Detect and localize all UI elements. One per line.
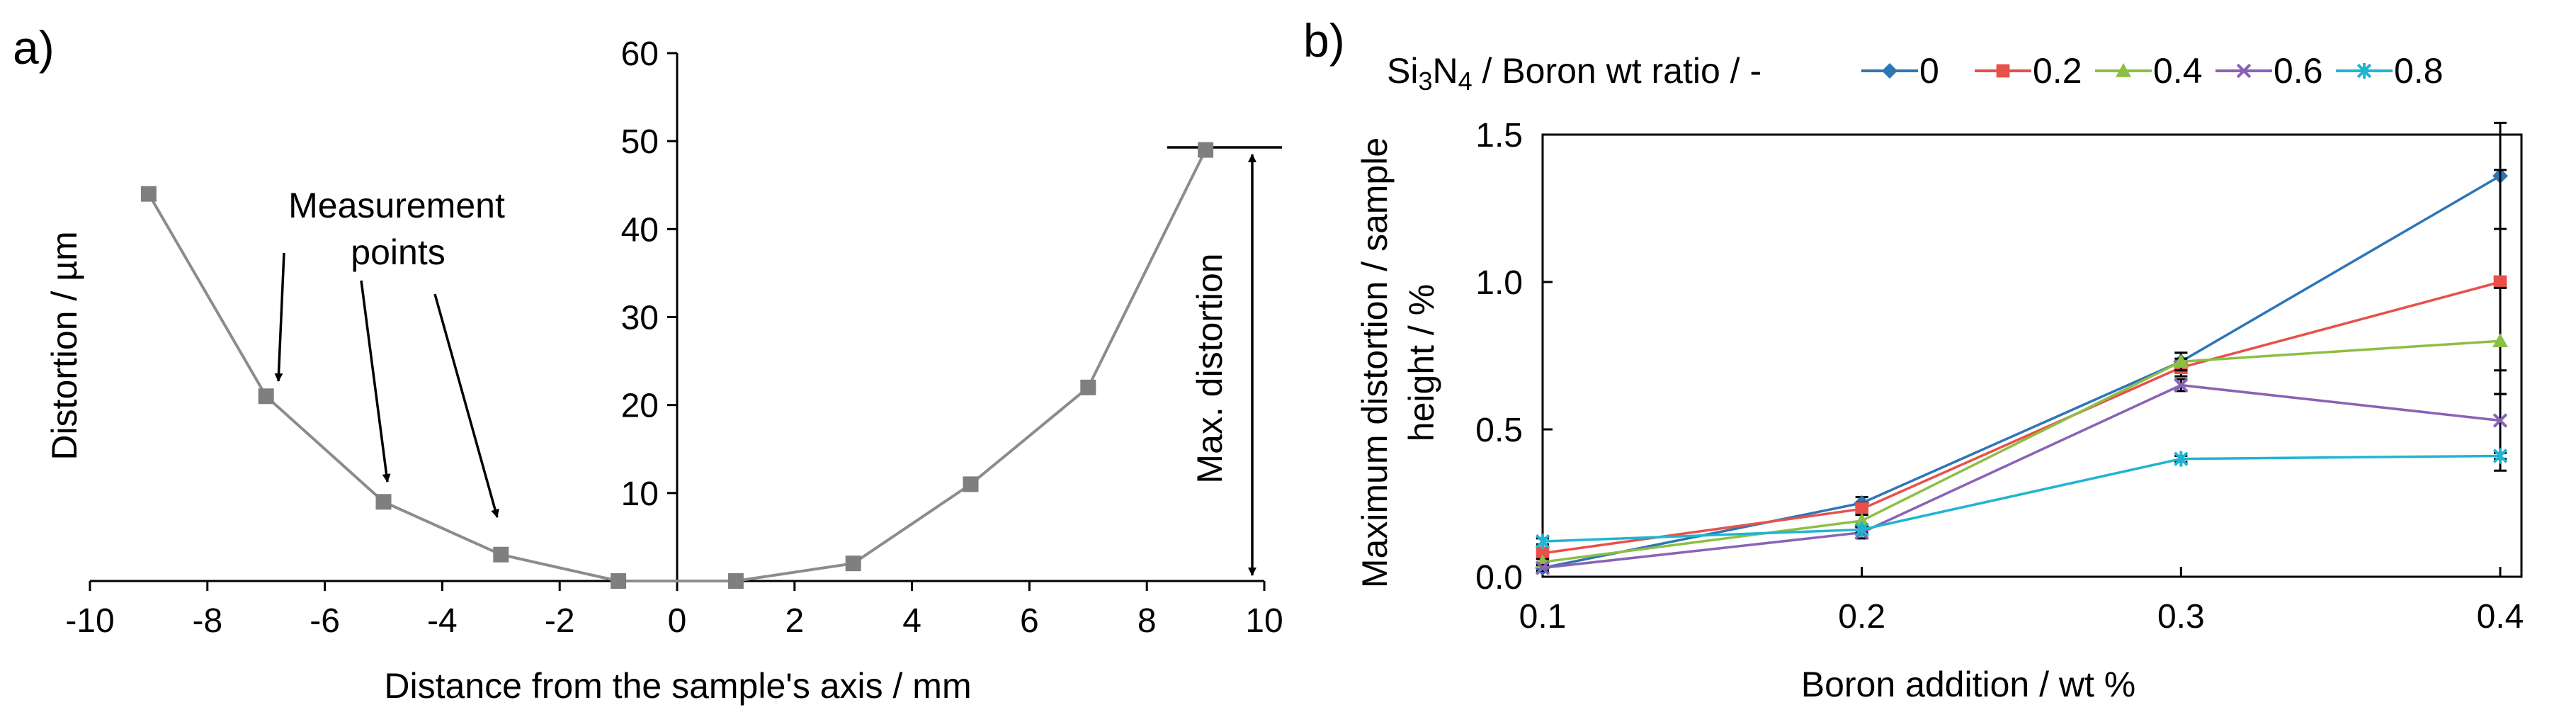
panel-a-y-axis-title: Distortion / µm bbox=[45, 231, 84, 460]
distortion-point bbox=[845, 555, 861, 572]
panel-a-label: a) bbox=[13, 21, 55, 74]
legend-title-sub-3: 3 bbox=[1418, 67, 1432, 96]
measurement-points-annotation-line1: Measurement bbox=[288, 186, 505, 225]
data-point bbox=[2174, 378, 2189, 393]
x-tick-label: 6 bbox=[1020, 602, 1039, 640]
measurement-arrow-3 bbox=[433, 293, 499, 518]
data-point bbox=[2492, 413, 2508, 428]
legend-title-n: N bbox=[1433, 51, 1458, 91]
legend-item-0.2: 0.2 bbox=[1975, 51, 2082, 91]
series-0.4 bbox=[1535, 286, 2508, 568]
x-tick-label: 0 bbox=[668, 602, 687, 640]
x-tick-label: 4 bbox=[902, 602, 921, 640]
y-tick-label: 10 bbox=[621, 475, 659, 513]
x-tick-label: 8 bbox=[1137, 602, 1157, 640]
series-line bbox=[1542, 339, 2501, 563]
data-point bbox=[2492, 333, 2508, 347]
legend-label: 0 bbox=[1919, 51, 1939, 91]
data-point bbox=[2173, 354, 2189, 368]
x-tick-label: 0.3 bbox=[2157, 598, 2205, 636]
legend-title-rest: / Boron wt ratio / - bbox=[1473, 51, 1761, 91]
measurement-arrow-2 bbox=[360, 280, 391, 483]
legend-marker bbox=[1882, 63, 1897, 79]
legend-item-0.6: 0.6 bbox=[2215, 51, 2323, 91]
distortion-point bbox=[1198, 142, 1214, 158]
distortion-point bbox=[493, 546, 509, 563]
x-tick-label: -6 bbox=[310, 602, 340, 640]
x-tick-label: 2 bbox=[785, 602, 804, 640]
x-tick-label: -2 bbox=[545, 602, 575, 640]
panel-b-label: b) bbox=[1303, 14, 1345, 67]
series-0.2 bbox=[1536, 169, 2507, 560]
y-tick-label: 50 bbox=[621, 123, 659, 161]
data-point bbox=[2174, 451, 2189, 467]
legend-marker bbox=[2116, 63, 2131, 77]
legend-item-0: 0 bbox=[1861, 51, 1939, 91]
series-0.8 bbox=[1535, 448, 2508, 550]
plot-frame bbox=[1541, 133, 2523, 578]
y-tick-label: 30 bbox=[621, 300, 659, 337]
legend-label: 0.2 bbox=[2033, 51, 2082, 91]
panel-a-chart: -10 -8 -6 -4 -2 0 2 4 6 8 10 10 20 30 40 50 60 bbox=[65, 35, 1283, 640]
data-point bbox=[1854, 521, 1869, 538]
legend-title: Si3N4 / Boron wt ratio / - bbox=[1387, 51, 1761, 96]
x-tick-label: 0.2 bbox=[1838, 598, 1885, 636]
y-tick-label: 20 bbox=[621, 388, 659, 425]
y-tick-label: 1.5 bbox=[1475, 117, 1523, 154]
distortion-point bbox=[140, 186, 157, 202]
series-line bbox=[1542, 174, 2501, 570]
series-line bbox=[1542, 281, 2501, 555]
legend-item-0.4: 0.4 bbox=[2095, 51, 2203, 91]
panel-a-x-axis-title: Distance from the sample's axis / mm bbox=[384, 666, 971, 706]
panel-b-y-axis-title-line1: Maximum distortion / sample bbox=[1355, 137, 1395, 588]
y-tick-label: 40 bbox=[621, 211, 659, 249]
legend-marker bbox=[2236, 63, 2252, 79]
x-tick-label: 10 bbox=[1245, 602, 1283, 640]
x-tick-label: -10 bbox=[65, 602, 114, 640]
legend-label: 0.4 bbox=[2153, 51, 2203, 91]
x-tick-label: -4 bbox=[427, 602, 458, 640]
data-point bbox=[2493, 275, 2507, 289]
measurement-points-annotation-line2: points bbox=[351, 232, 445, 272]
distortion-point bbox=[727, 573, 744, 589]
distortion-line bbox=[147, 149, 1207, 582]
legend-label: 0.8 bbox=[2394, 51, 2444, 91]
legend-marker bbox=[1996, 64, 2010, 78]
series-line bbox=[1542, 383, 2501, 570]
measurement-arrow-1 bbox=[274, 252, 285, 382]
panel-b-x-axis-title: Boron addition / wt % bbox=[1801, 665, 2136, 704]
legend-title-sub-4: 4 bbox=[1458, 67, 1473, 96]
y-tick-label: 0.5 bbox=[1475, 412, 1523, 449]
y-tick-label: 1.0 bbox=[1475, 264, 1523, 302]
data-point bbox=[1854, 512, 1870, 527]
legend-label: 0.6 bbox=[2274, 51, 2323, 91]
data-point bbox=[1855, 502, 1869, 516]
distortion-point bbox=[611, 573, 627, 589]
distortion-point bbox=[258, 388, 274, 405]
x-tick-label: 0.1 bbox=[1519, 598, 1567, 636]
x-tick-label: -8 bbox=[192, 602, 222, 640]
data-point bbox=[1535, 560, 1550, 575]
series-line bbox=[1542, 454, 2501, 543]
legend-item-0.8: 0.8 bbox=[2336, 51, 2444, 91]
max-distortion-annotation: Max. distortion bbox=[1190, 253, 1230, 483]
panel-b-chart: 0.1 0.2 0.3 0.4 0.0 0.5 1.0 1.5 bbox=[1475, 117, 2524, 636]
distortion-point bbox=[963, 476, 979, 492]
panel-b-y-axis-title-line2: height / % bbox=[1402, 284, 1441, 441]
data-point bbox=[1535, 534, 1550, 550]
distortion-point bbox=[375, 494, 392, 510]
data-point bbox=[1536, 546, 1550, 560]
y-tick-label: 0.0 bbox=[1475, 559, 1523, 597]
data-point bbox=[2492, 448, 2508, 464]
panel-b-legend: 0 0.2 0.4 0.6 0.8 bbox=[1861, 51, 2444, 91]
distortion-point bbox=[1080, 379, 1096, 395]
y-tick-label: 60 bbox=[621, 35, 659, 73]
legend-marker bbox=[2356, 63, 2372, 79]
legend-title-si: Si bbox=[1387, 51, 1418, 91]
x-tick-label: 0.4 bbox=[2477, 598, 2524, 636]
